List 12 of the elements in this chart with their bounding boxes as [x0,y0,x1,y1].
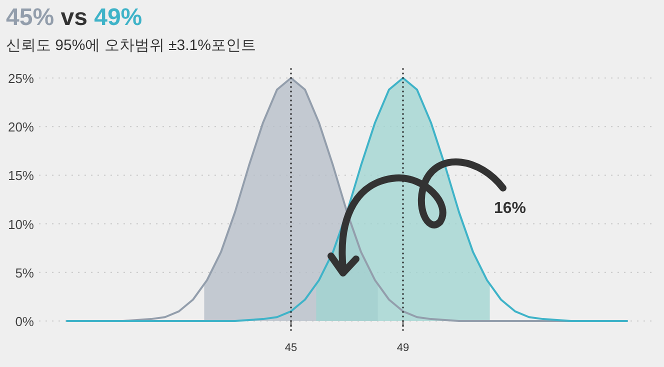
x-tick-label: 45 [284,342,298,354]
y-tick-label: 5% [15,265,34,280]
y-tick-label: 15% [8,168,34,184]
y-tick-label: 25% [8,71,34,86]
line-series [66,77,628,322]
y-tick-label: 10% [8,216,34,232]
y-tick-label: 0% [15,314,34,329]
x-tick-label: 49 [396,342,410,354]
chart-title: 45% vs 49% [6,4,142,31]
annotation: 16% [494,200,526,217]
y-tick-label: 20% [8,120,34,135]
chart-subtitle: 신뢰도 95%에 오차범위 ±3.1%포인트 [6,37,256,54]
